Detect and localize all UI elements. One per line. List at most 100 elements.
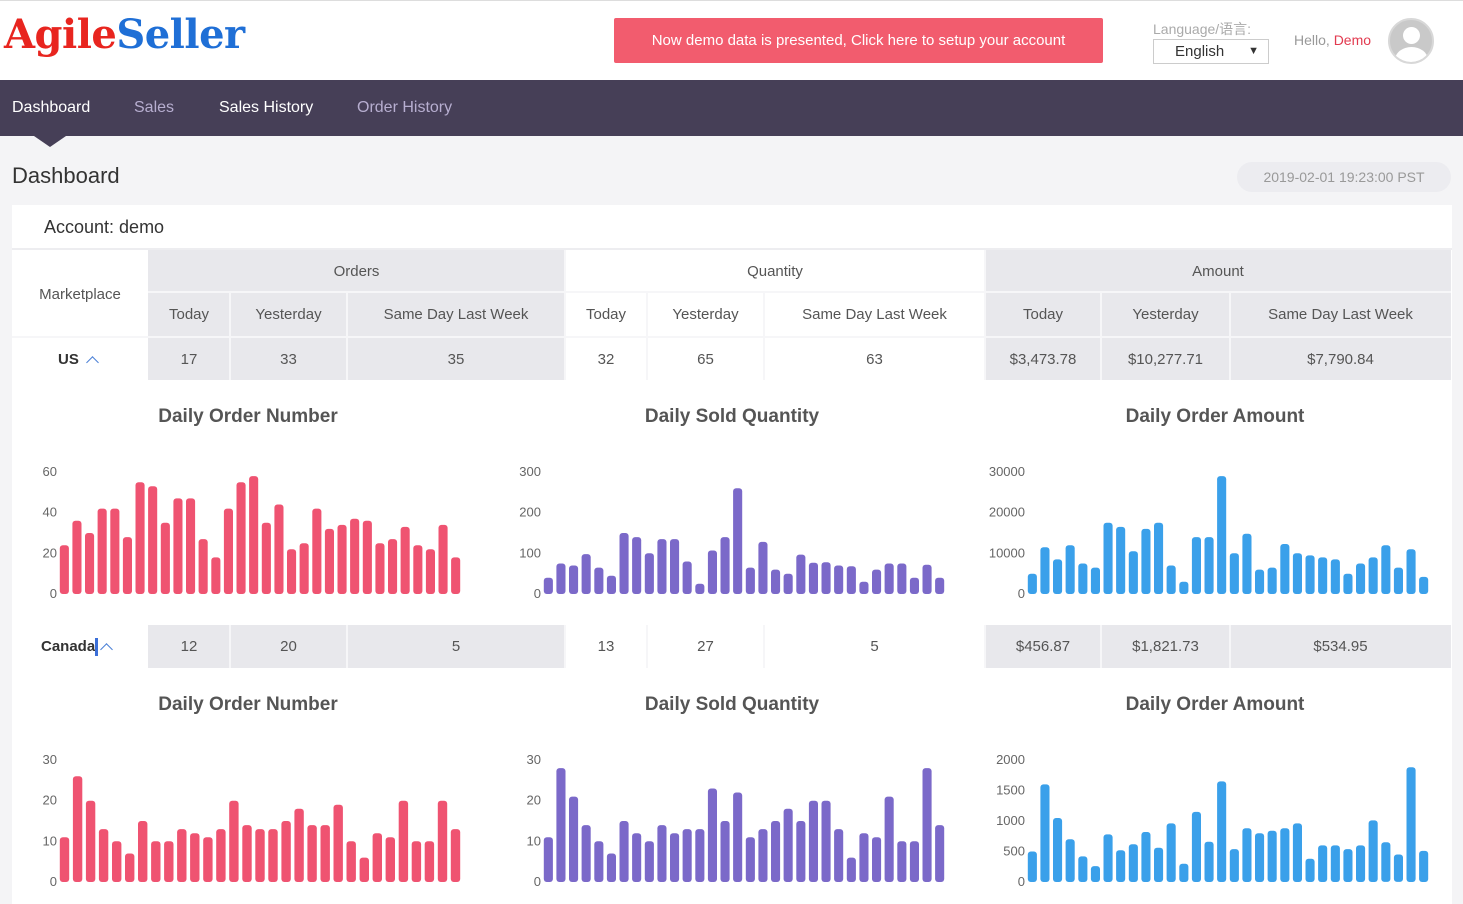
chart-bar[interactable] — [1356, 845, 1366, 882]
chart-bar[interactable] — [783, 573, 793, 594]
chart-bar[interactable] — [236, 482, 246, 594]
chart-bar[interactable] — [173, 498, 183, 594]
marketplace-canada-toggle[interactable]: Canada — [41, 625, 114, 668]
chart-bar[interactable] — [333, 804, 343, 882]
chart-bar[interactable] — [1090, 866, 1100, 882]
chart-bar[interactable] — [1116, 526, 1126, 594]
chart-bar[interactable] — [229, 800, 239, 882]
chart-bar[interactable] — [644, 553, 654, 594]
chart-bar[interactable] — [299, 543, 309, 594]
chart-bar[interactable] — [1166, 565, 1176, 595]
chart-bar[interactable] — [186, 498, 196, 594]
chart-bar[interactable] — [1141, 832, 1151, 882]
chart-bar[interactable] — [808, 800, 818, 882]
chart-bar[interactable] — [796, 554, 806, 594]
chart-bar[interactable] — [1078, 563, 1088, 595]
chart-bar[interactable] — [543, 837, 553, 882]
chart-bar[interactable] — [1191, 537, 1201, 594]
chart-bar[interactable] — [1116, 850, 1126, 882]
chart-bar[interactable] — [707, 550, 717, 595]
chart-bar[interactable] — [1267, 830, 1277, 882]
chart-bar[interactable] — [203, 837, 213, 882]
chart-bar[interactable] — [569, 796, 579, 882]
chart-bar[interactable] — [1053, 818, 1063, 882]
chart-bar[interactable] — [670, 833, 680, 882]
chart-bar[interactable] — [1065, 839, 1075, 882]
chart-bar[interactable] — [312, 508, 322, 594]
chart-bar[interactable] — [632, 537, 642, 594]
chart-bar[interactable] — [1229, 553, 1239, 594]
chart-bar[interactable] — [1267, 567, 1277, 594]
chart-bar[interactable] — [1292, 823, 1302, 882]
chart-bar[interactable] — [619, 533, 629, 594]
chart-bar[interactable] — [821, 562, 831, 594]
chart-bar[interactable] — [859, 581, 869, 594]
chart-bar[interactable] — [372, 833, 382, 882]
nav-sales-history[interactable]: Sales History — [219, 99, 314, 116]
us-daily-order-number-chart[interactable]: 0 20 40 60 — [0, 455, 480, 605]
chart-bar[interactable] — [98, 829, 109, 882]
chart-bar[interactable] — [1141, 528, 1151, 594]
us-daily-order-amount-chart[interactable]: 0 10000 20000 30000 — [968, 455, 1448, 605]
chart-bar[interactable] — [1280, 544, 1290, 594]
chart-bar[interactable] — [249, 476, 259, 594]
chart-bar[interactable] — [211, 557, 221, 594]
setup-account-button[interactable]: Now demo data is presented, Click here t… — [614, 18, 1103, 63]
chart-bar[interactable] — [745, 567, 755, 594]
chart-bar[interactable] — [771, 569, 781, 594]
chart-bar[interactable] — [758, 541, 768, 594]
chart-bar[interactable] — [1255, 569, 1265, 594]
chart-bar[interactable] — [543, 577, 553, 594]
chart-bar[interactable] — [125, 853, 135, 883]
chart-bar[interactable] — [872, 569, 882, 594]
chart-bar[interactable] — [859, 833, 869, 882]
chart-bar[interactable] — [400, 526, 410, 594]
chart-bar[interactable] — [1179, 581, 1189, 594]
chart-bar[interactable] — [1242, 533, 1252, 594]
chart-bar[interactable] — [177, 829, 187, 882]
chart-bar[interactable] — [846, 857, 856, 882]
chart-bar[interactable] — [872, 837, 882, 882]
chart-bar[interactable] — [581, 825, 591, 882]
chart-bar[interactable] — [112, 841, 122, 882]
canada-daily-order-number-chart[interactable]: 0 10 20 30 — [0, 743, 480, 893]
logo[interactable]: AgileSeller — [4, 11, 245, 58]
chart-bar[interactable] — [388, 539, 398, 594]
chart-bar[interactable] — [223, 508, 233, 594]
chart-bar[interactable] — [1318, 845, 1328, 882]
chart-bar[interactable] — [1242, 828, 1252, 882]
chart-bar[interactable] — [411, 841, 422, 882]
chart-bar[interactable] — [670, 539, 680, 594]
chart-bar[interactable] — [1040, 547, 1050, 594]
language-select[interactable]: English ▼ — [1153, 39, 1269, 64]
chart-bar[interactable] — [307, 825, 317, 882]
chart-bar[interactable] — [1255, 833, 1265, 882]
chart-bar[interactable] — [59, 545, 69, 594]
chart-bar[interactable] — [110, 508, 120, 594]
chart-bar[interactable] — [1040, 784, 1050, 882]
chart-bar[interactable] — [1330, 559, 1340, 594]
chart-bar[interactable] — [437, 800, 448, 882]
us-daily-sold-quantity-chart[interactable]: 0 100 200 300 — [484, 455, 964, 605]
chart-bar[interactable] — [682, 561, 692, 595]
chart-bar[interactable] — [720, 537, 730, 594]
chart-bar[interactable] — [707, 788, 717, 883]
chart-bar[interactable] — [922, 564, 932, 594]
chart-bar[interactable] — [85, 533, 95, 594]
chart-bar[interactable] — [413, 545, 423, 594]
chart-bar[interactable] — [594, 567, 604, 594]
chart-bar[interactable] — [1090, 567, 1100, 594]
chart-bar[interactable] — [1166, 823, 1176, 882]
chart-bar[interactable] — [375, 543, 385, 594]
chart-bar[interactable] — [796, 821, 806, 882]
chart-bar[interactable] — [151, 841, 161, 882]
canada-daily-order-amount-chart[interactable]: 0 500 1000 1500 2000 — [968, 743, 1448, 893]
chart-bar[interactable] — [935, 577, 945, 594]
chart-bar[interactable] — [922, 768, 932, 882]
chart-bar[interactable] — [720, 821, 730, 882]
chart-bar[interactable] — [569, 565, 579, 595]
chart-bar[interactable] — [733, 792, 743, 883]
chart-bar[interactable] — [771, 821, 781, 882]
chart-bar[interactable] — [1393, 854, 1403, 882]
chart-bar[interactable] — [97, 508, 107, 594]
